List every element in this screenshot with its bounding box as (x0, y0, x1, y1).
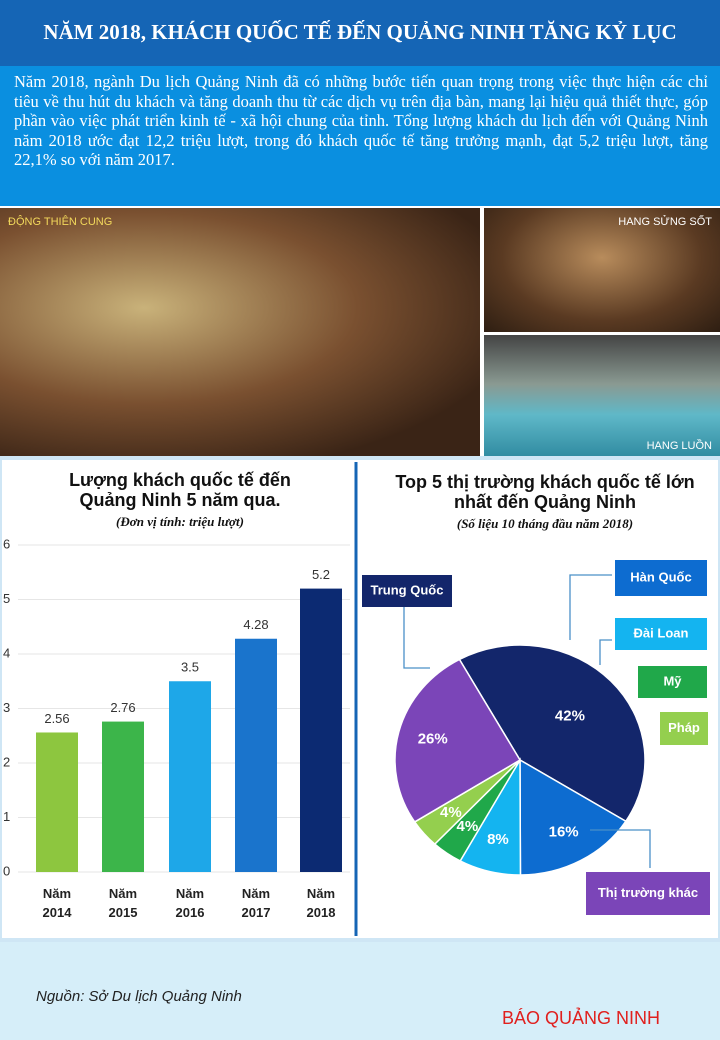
value-label: 4% (457, 818, 479, 835)
legend-box (615, 618, 707, 650)
connector (590, 829, 651, 868)
intro-box: Năm 2018, ngành Du lịch Quảng Ninh đã có… (0, 66, 720, 206)
legend-box (638, 666, 707, 698)
source: Nguồn: Sở Du lịch Quảng Ninh (36, 988, 242, 1005)
legend-box (586, 872, 710, 915)
y-tick-label: 1 (3, 809, 10, 824)
chart-title: Lượng khách quốc tế đến Quảng Ninh 5 năm… (69, 470, 291, 510)
header-title: NĂM 2018, KHÁCH QUỐC TẾ ĐẾN QUẢNG NINH T… (43, 20, 677, 44)
connector (569, 574, 612, 640)
header-bar: NĂM 2018, KHÁCH QUỐC TẾ ĐẾN QUẢNG NINH T… (0, 0, 720, 66)
photo-caption: HANG LUỒN (646, 440, 712, 452)
chart-subtitle: (Đơn vị tính: triệu lượt) (116, 514, 244, 529)
chart-title: Top 5 thị trường khách quốc tế lớn nhất … (395, 472, 695, 512)
legend-label: Thị trường khác (598, 885, 698, 900)
x-tick-label: Năm 2016 (175, 886, 205, 920)
value-label: 26% (418, 731, 448, 748)
connector (403, 607, 430, 669)
connector (599, 639, 612, 665)
legend-label: Hàn Quốc (630, 569, 691, 584)
y-tick-label: 3 (3, 700, 10, 715)
value-label: 5.2 (312, 567, 330, 582)
pie-slice (394, 658, 522, 823)
x-tick-label: Năm 2015 (108, 886, 138, 920)
footer: Nguồn: Sở Du lịch Quảng Ninh BÁO QUẢNG N… (0, 940, 720, 1040)
brand: BÁO QUẢNG NINH (502, 1008, 661, 1028)
x-tick-label: Năm 2017 (241, 886, 271, 920)
legend-label: Đài Loan (634, 625, 689, 640)
value-label: 2.56 (44, 711, 69, 726)
photo-cave: ĐỘNG THIÊN CUNG (0, 208, 480, 458)
value-label: 8% (487, 831, 509, 848)
value-label: 3.5 (181, 660, 199, 675)
legend-label: Mỹ (663, 673, 682, 688)
intro-text: Năm 2018, ngành Du lịch Quảng Ninh đã có… (14, 72, 708, 169)
photo-cave: HANG SỬNG SỐT (484, 208, 720, 332)
legend-box (362, 575, 452, 607)
y-tick-label: 5 (3, 591, 10, 606)
photo-lake: HANG LUỒN (484, 335, 720, 458)
y-tick-label: 4 (3, 645, 10, 660)
legend-label: Pháp (668, 720, 700, 735)
x-tick-label: Năm 2018 (306, 886, 336, 920)
legend-box (615, 560, 707, 596)
legend-box (660, 712, 708, 745)
value-label: 4% (440, 804, 462, 821)
legend-label: Trung Quốc (371, 582, 444, 597)
bar (235, 638, 277, 872)
value-label: 16% (549, 823, 579, 840)
chart-subtitle: (Số liệu 10 tháng đầu năm 2018) (456, 516, 634, 531)
pie-slice (458, 644, 646, 823)
value-label: 2.76 (110, 700, 135, 715)
photo-caption: HANG SỬNG SỐT (618, 216, 712, 228)
bar (36, 732, 78, 872)
bar (300, 588, 342, 872)
pie-slice (519, 758, 627, 876)
value-label: 4.28 (243, 617, 268, 632)
bar (102, 721, 144, 872)
photo-caption: ĐỘNG THIÊN CUNG (8, 216, 113, 228)
x-tick-label: Năm 2014 (42, 886, 72, 920)
y-tick-label: 2 (3, 754, 10, 769)
bar (169, 681, 211, 872)
value-label: 42% (555, 708, 585, 725)
y-tick-label: 6 (3, 536, 10, 551)
y-tick-label: 0 (3, 863, 10, 878)
